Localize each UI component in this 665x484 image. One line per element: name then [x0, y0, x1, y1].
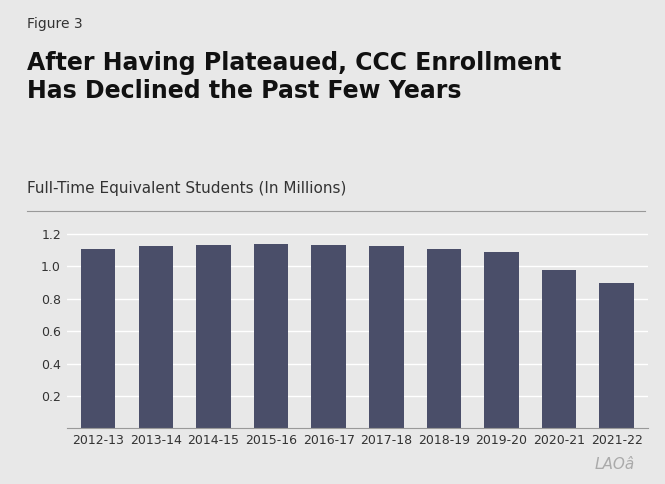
Text: LAOâ: LAOâ [595, 457, 635, 472]
Bar [196, 244, 231, 428]
Bar [484, 252, 519, 428]
Bar [311, 245, 346, 428]
Bar [254, 244, 289, 428]
Text: After Having Plateaued, CCC Enrollment
Has Declined the Past Few Years: After Having Plateaued, CCC Enrollment H… [27, 51, 561, 103]
Bar [599, 284, 634, 428]
Bar [426, 249, 461, 428]
Bar [542, 271, 577, 428]
Text: Full-Time Equivalent Students (In Millions): Full-Time Equivalent Students (In Millio… [27, 182, 346, 197]
Bar [81, 249, 116, 428]
Bar [138, 246, 173, 428]
Bar [369, 246, 404, 428]
Text: Figure 3: Figure 3 [27, 17, 82, 31]
